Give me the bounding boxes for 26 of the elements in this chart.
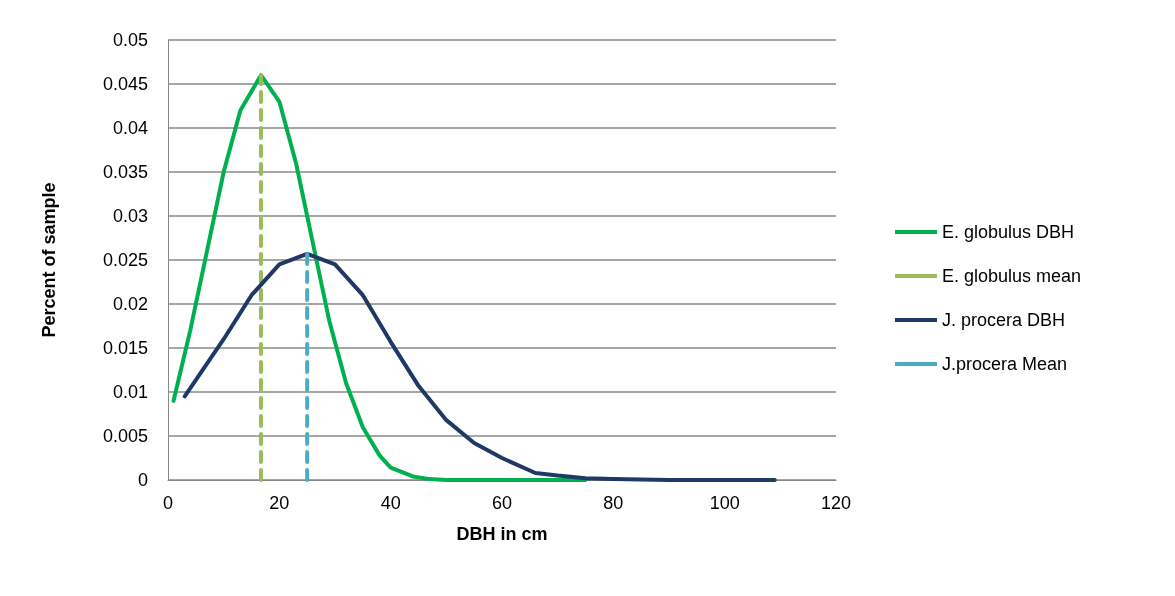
legend-label: E. globulus mean [942, 266, 1082, 286]
line-series [171, 73, 588, 482]
y-tick-label: 0.04 [112, 118, 148, 138]
x-tick-label: 100 [709, 493, 740, 513]
y-tick-label: 0.01 [112, 382, 148, 402]
x-tick-label: 40 [380, 493, 401, 513]
x-tick-label: 120 [820, 493, 852, 513]
line-series [182, 251, 777, 482]
legend-label: J.procera Mean [942, 354, 1068, 374]
x-tick-label: 0 [162, 493, 174, 513]
y-tick-label: 0.045 [102, 74, 148, 94]
y-tick-label: 0.035 [102, 162, 148, 182]
legend-label: E. globulus DBH [942, 222, 1075, 242]
y-tick-label: 0.005 [102, 426, 148, 446]
legend-label: J. procera DBH [942, 310, 1066, 330]
y-tick-label: 0 [137, 470, 148, 490]
y-tick-label: 0.03 [112, 206, 148, 226]
x-axis-title: DBH in cm [456, 524, 548, 544]
y-tick-label: 0.015 [102, 338, 148, 358]
y-tick-label: 0.02 [112, 294, 148, 314]
x-tick-label: 80 [603, 493, 624, 513]
y-tick-label: 0.05 [112, 30, 148, 50]
y-axis-title: Percent of sample [39, 182, 59, 338]
x-tick-label: 20 [269, 493, 290, 513]
y-tick-label: 0.025 [102, 250, 148, 270]
x-tick-label: 60 [491, 493, 513, 513]
